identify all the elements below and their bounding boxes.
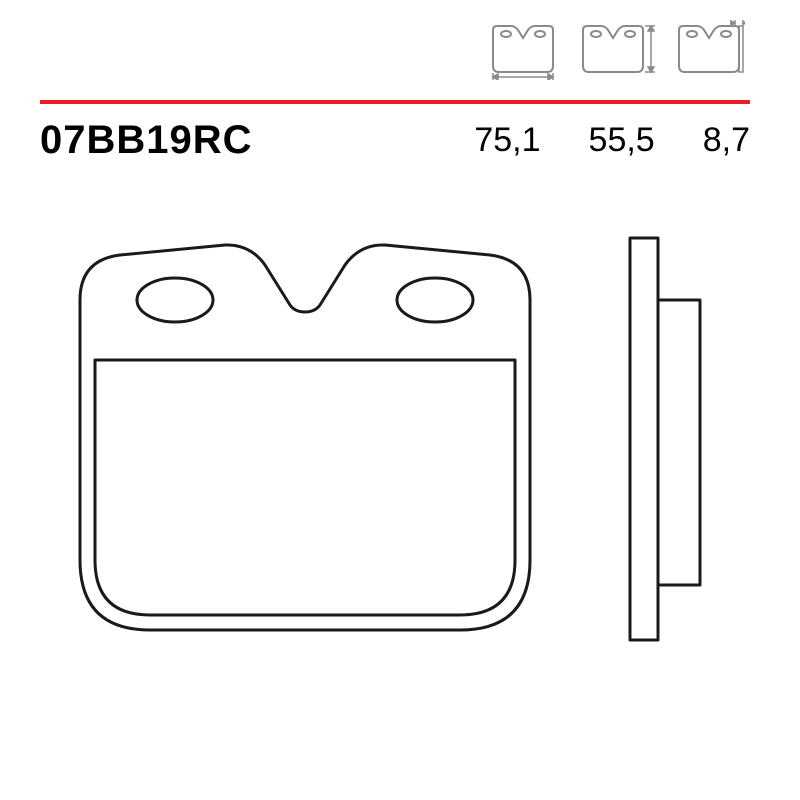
width-icon	[485, 18, 561, 80]
thickness-icon	[675, 18, 745, 80]
front-view	[80, 245, 530, 630]
dim-width: 75,1	[474, 121, 540, 160]
side-view	[630, 238, 700, 640]
dim-thickness: 8,7	[703, 121, 750, 160]
dimension-values: 75,1 55,5 8,7	[474, 121, 750, 160]
dimension-icons	[485, 18, 745, 80]
technical-drawing	[60, 230, 740, 760]
header-row: 07BB19RC 75,1 55,5 8,7	[40, 118, 750, 163]
height-icon	[579, 18, 657, 80]
separator-line	[40, 100, 750, 104]
part-number: 07BB19RC	[40, 118, 253, 163]
diagram-container: 07BB19RC 75,1 55,5 8,7	[0, 0, 800, 800]
dim-height: 55,5	[589, 121, 655, 160]
